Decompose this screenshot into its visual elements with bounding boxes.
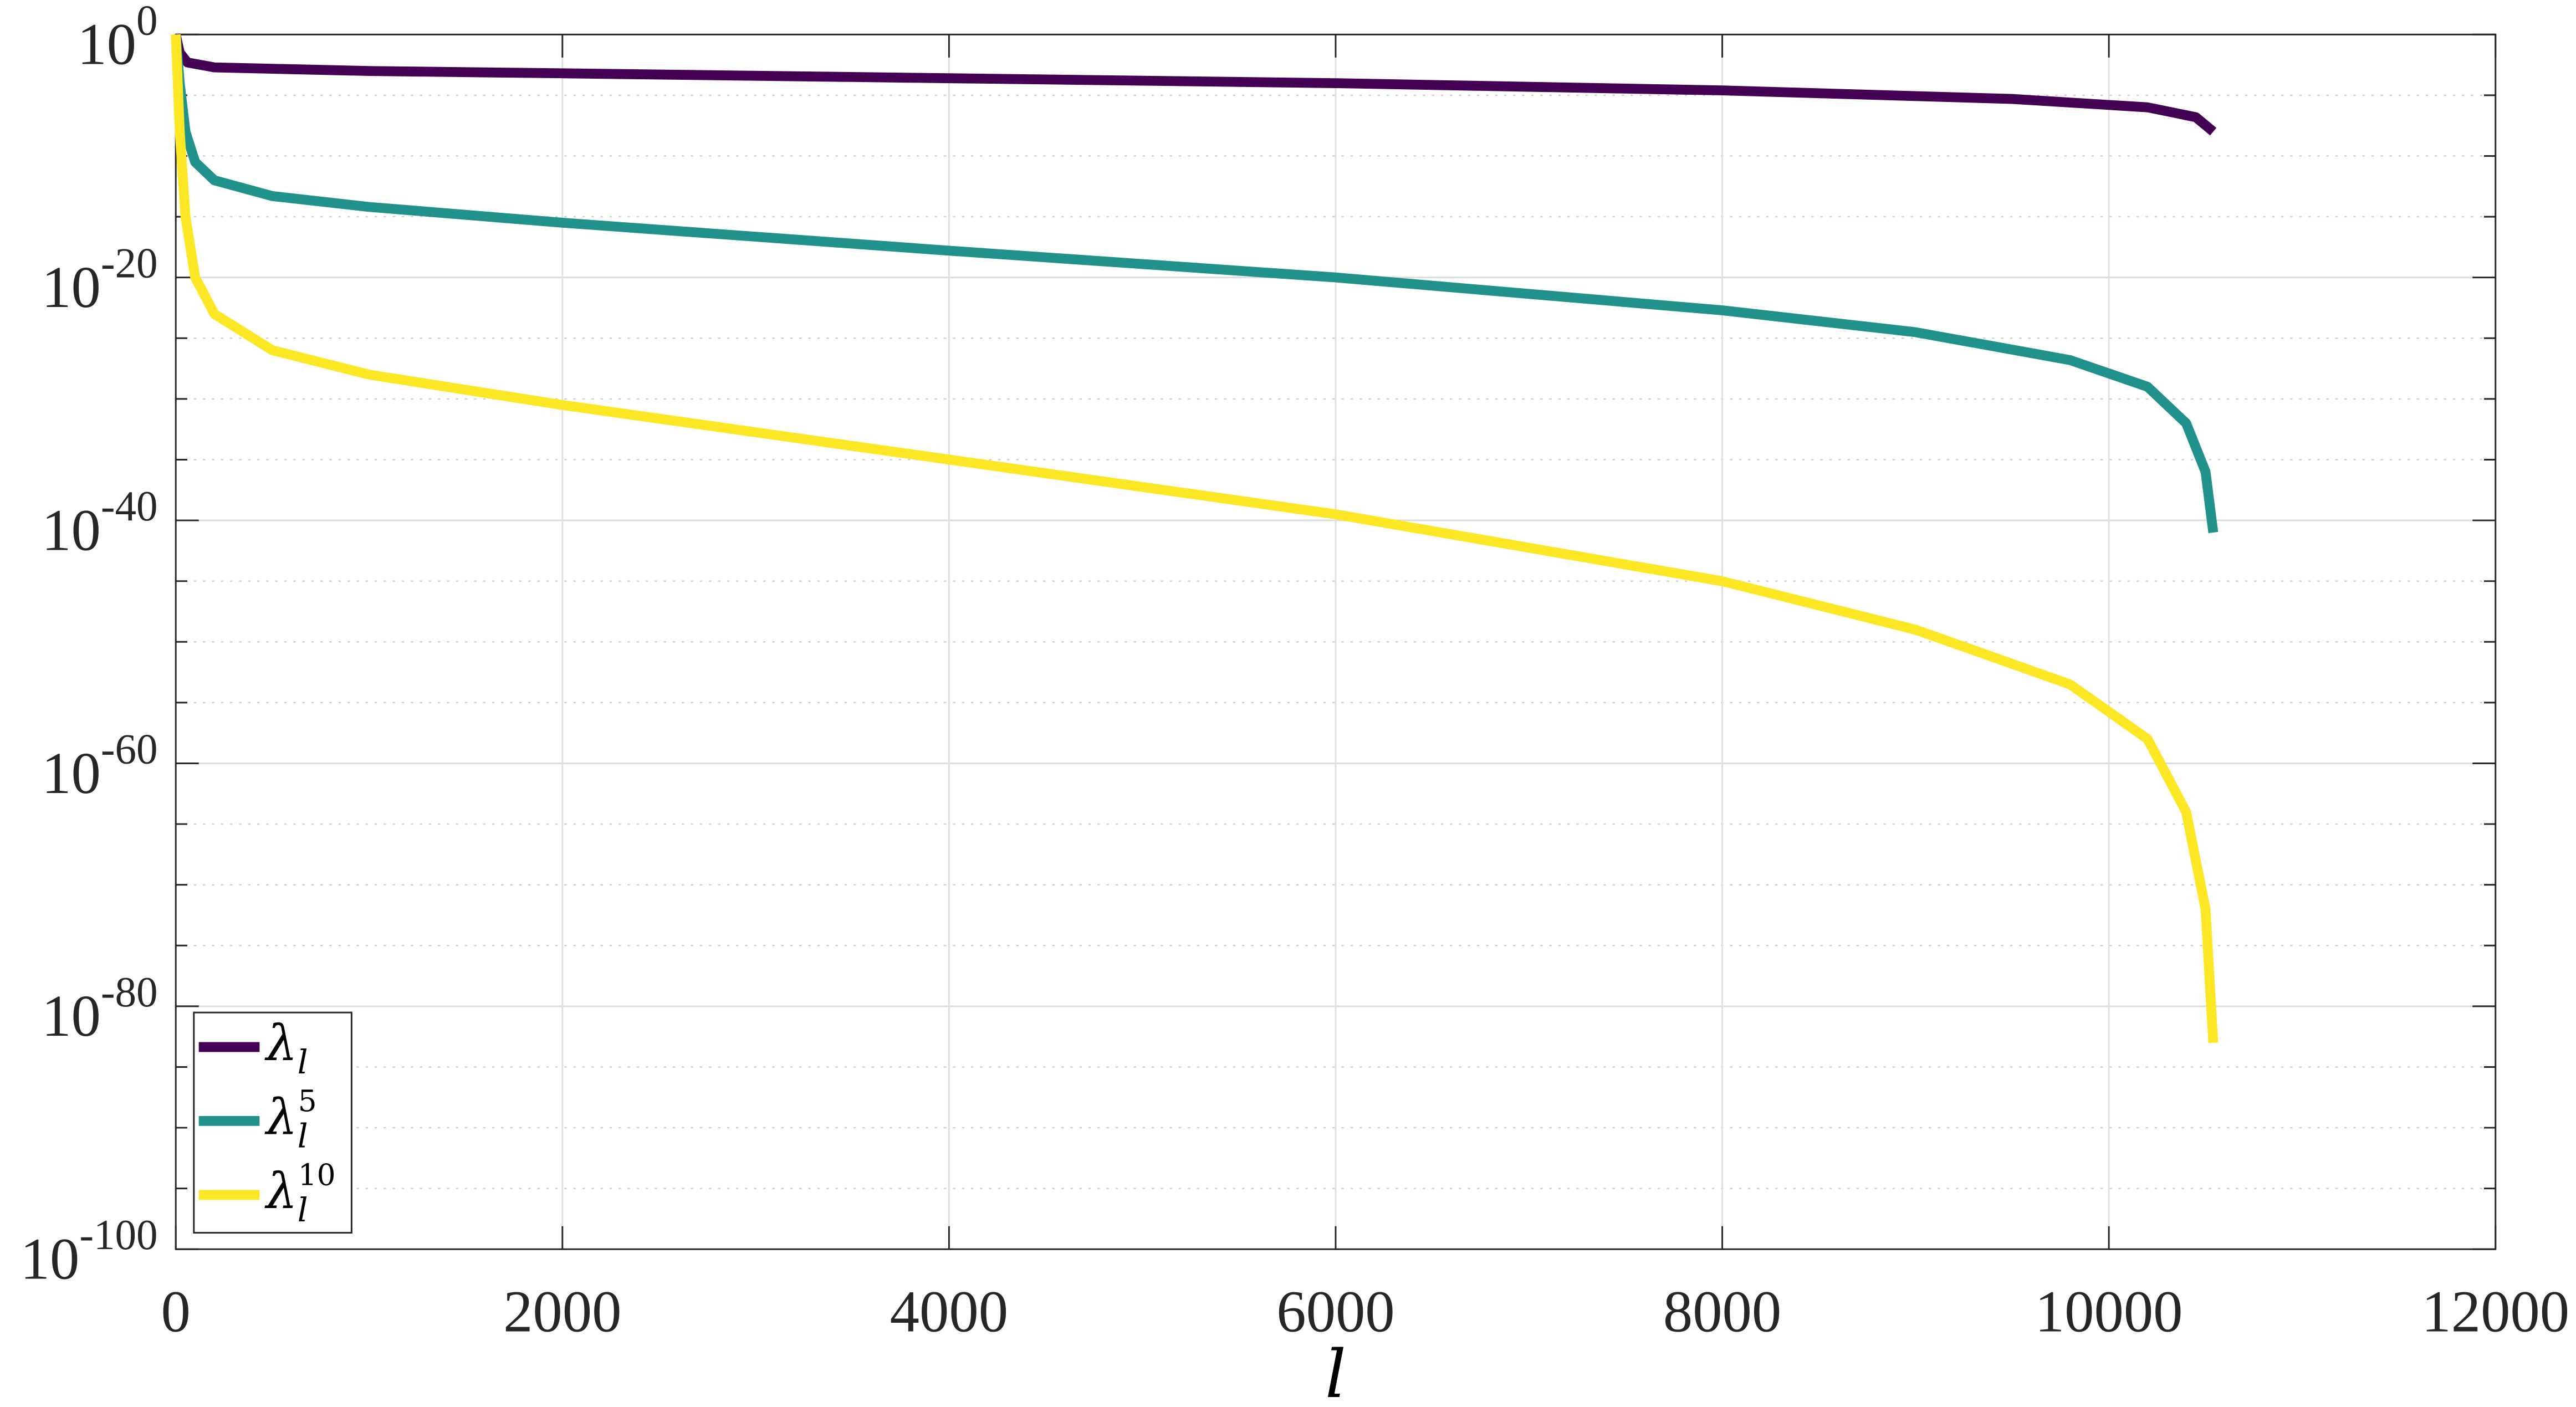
x-axis-tick-labels: 0 2000 4000 6000 8000 10000 12000 xyxy=(161,1280,2569,1345)
x-axis-label: l xyxy=(1325,1336,1346,1407)
y-tick-label: 10-20 xyxy=(42,239,157,320)
y-axis-tick-labels: 100 10-20 10-40 10-60 10-80 10-100 xyxy=(21,0,158,1292)
legend-label-1: λl5 xyxy=(264,1083,316,1155)
y-tick-label: 10-40 xyxy=(42,482,157,563)
x-tick-label: 0 xyxy=(161,1280,190,1345)
x-tick-label: 8000 xyxy=(1663,1280,1781,1345)
legend-label-0: λl xyxy=(264,1014,308,1081)
series-line-0 xyxy=(171,33,2217,136)
legend-label-2: λl10 xyxy=(264,1158,335,1229)
series-lines xyxy=(171,33,2219,1043)
x-tick-label: 6000 xyxy=(1276,1280,1394,1345)
x-tick-label: 12000 xyxy=(2421,1280,2569,1345)
grid-lines xyxy=(176,34,2496,1250)
x-tick-label: 10000 xyxy=(2035,1280,2183,1345)
series-line-1 xyxy=(171,34,2219,534)
x-tick-label: 2000 xyxy=(503,1280,621,1345)
x-tick-label: 4000 xyxy=(890,1280,1008,1345)
y-tick-label: 10-60 xyxy=(42,725,157,806)
y-tick-label: 100 xyxy=(77,0,157,78)
y-tick-label: 10-80 xyxy=(42,968,157,1049)
series-line-2 xyxy=(171,34,2219,1043)
y-tick-label: 10-100 xyxy=(21,1211,158,1292)
